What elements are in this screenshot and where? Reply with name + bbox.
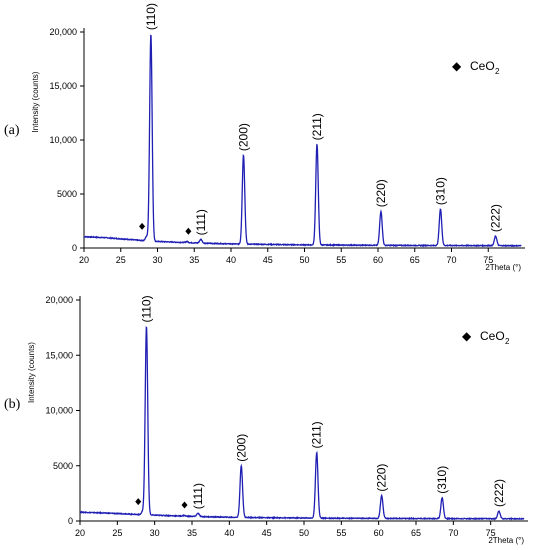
y-tick-label: 20,000 bbox=[45, 295, 73, 305]
legend-marker-icon: ◆ bbox=[452, 59, 462, 73]
chart-panel-a: (a) 0 5000 10,000 15,000 20,000 20 25 30 35 40 45 50… bbox=[4, 3, 525, 272]
x-tick-label: 45 bbox=[263, 255, 273, 265]
peak-label: (220) bbox=[374, 179, 388, 207]
x-tick-label: 40 bbox=[224, 528, 234, 538]
peak-label: (220) bbox=[375, 464, 389, 492]
x-tick-label: 50 bbox=[299, 255, 309, 265]
legend-subscript: 2 bbox=[505, 337, 510, 346]
chart-panel-b: (b) 0 5000 10,000 15,000 20,000 20 25 30 35 40 45 50… bbox=[4, 295, 528, 545]
y-tick-label: 15,000 bbox=[49, 81, 77, 91]
y-tick-label: 0 bbox=[68, 516, 73, 526]
peak-label: (110) bbox=[144, 3, 158, 30]
x-tick-label: 65 bbox=[410, 255, 420, 265]
x-tick-label: 20 bbox=[75, 528, 85, 538]
xrd-pattern-line bbox=[79, 326, 525, 521]
x-axis-title: 2Theta (°) bbox=[485, 263, 521, 272]
x-tick-label: 20 bbox=[79, 255, 89, 265]
legend-marker-icon: ◆ bbox=[462, 329, 472, 343]
x-tick-label: 65 bbox=[411, 528, 421, 538]
ceo2-marker bbox=[185, 227, 192, 235]
x-tick-label: 60 bbox=[373, 255, 383, 265]
y-tick-label: 5000 bbox=[53, 461, 73, 471]
peak-label: (200) bbox=[236, 123, 250, 151]
legend-subscript: 2 bbox=[495, 67, 500, 76]
ceo2-marker bbox=[181, 501, 188, 509]
peak-label: (211) bbox=[310, 113, 324, 140]
y-tick-label: 10,000 bbox=[45, 406, 73, 416]
x-tick-label: 25 bbox=[116, 255, 126, 265]
panel-label: (b) bbox=[4, 397, 21, 412]
x-tick-label: 40 bbox=[226, 255, 236, 265]
peak-label: (200) bbox=[234, 434, 248, 462]
x-tick-label: 35 bbox=[189, 255, 199, 265]
y-axis-title: Intensity (counts) bbox=[31, 71, 40, 132]
legend: ◆ CeO 2 bbox=[452, 59, 500, 76]
y-tick-label: 10,000 bbox=[49, 135, 77, 145]
x-tick-label: 55 bbox=[336, 255, 346, 265]
legend-label: CeO bbox=[470, 59, 495, 73]
x-tick-label: 35 bbox=[187, 528, 197, 538]
x-tick-label: 75 bbox=[486, 528, 496, 538]
ceo2-marker bbox=[135, 498, 142, 506]
y-tick-label: 0 bbox=[72, 243, 77, 253]
x-tick-label: 75 bbox=[483, 255, 493, 265]
ceo2-marker bbox=[139, 222, 146, 230]
peak-label: (111) bbox=[194, 209, 208, 235]
x-axis-title: 2Theta (°) bbox=[488, 536, 524, 545]
x-tick-label: 50 bbox=[299, 528, 309, 538]
peak-label: (111) bbox=[191, 483, 205, 509]
x-tick-label: 30 bbox=[150, 528, 160, 538]
x-tick-label: 70 bbox=[446, 255, 456, 265]
x-tick-label: 60 bbox=[374, 528, 384, 538]
peak-label: (310) bbox=[433, 177, 447, 205]
x-tick-label: 30 bbox=[152, 255, 162, 265]
peak-label: (222) bbox=[489, 204, 503, 232]
x-tick-label: 45 bbox=[262, 528, 272, 538]
y-tick-label: 5000 bbox=[57, 189, 77, 199]
y-tick-label: 20,000 bbox=[49, 27, 77, 37]
y-axis-title: Intensity (counts) bbox=[27, 342, 36, 403]
xrd-pattern-line bbox=[83, 34, 522, 248]
legend: ◆ CeO 2 bbox=[462, 329, 510, 346]
y-tick-label: 15,000 bbox=[45, 350, 73, 360]
x-tick-label: 55 bbox=[336, 528, 346, 538]
legend-label: CeO bbox=[480, 329, 505, 343]
peak-label: (211) bbox=[310, 421, 324, 448]
panel-label: (a) bbox=[4, 123, 20, 138]
peak-label: (110) bbox=[139, 295, 153, 322]
x-tick-label: 25 bbox=[112, 528, 122, 538]
peak-label: (222) bbox=[492, 479, 506, 507]
x-tick-label: 70 bbox=[448, 528, 458, 538]
peak-label: (310) bbox=[435, 466, 449, 494]
